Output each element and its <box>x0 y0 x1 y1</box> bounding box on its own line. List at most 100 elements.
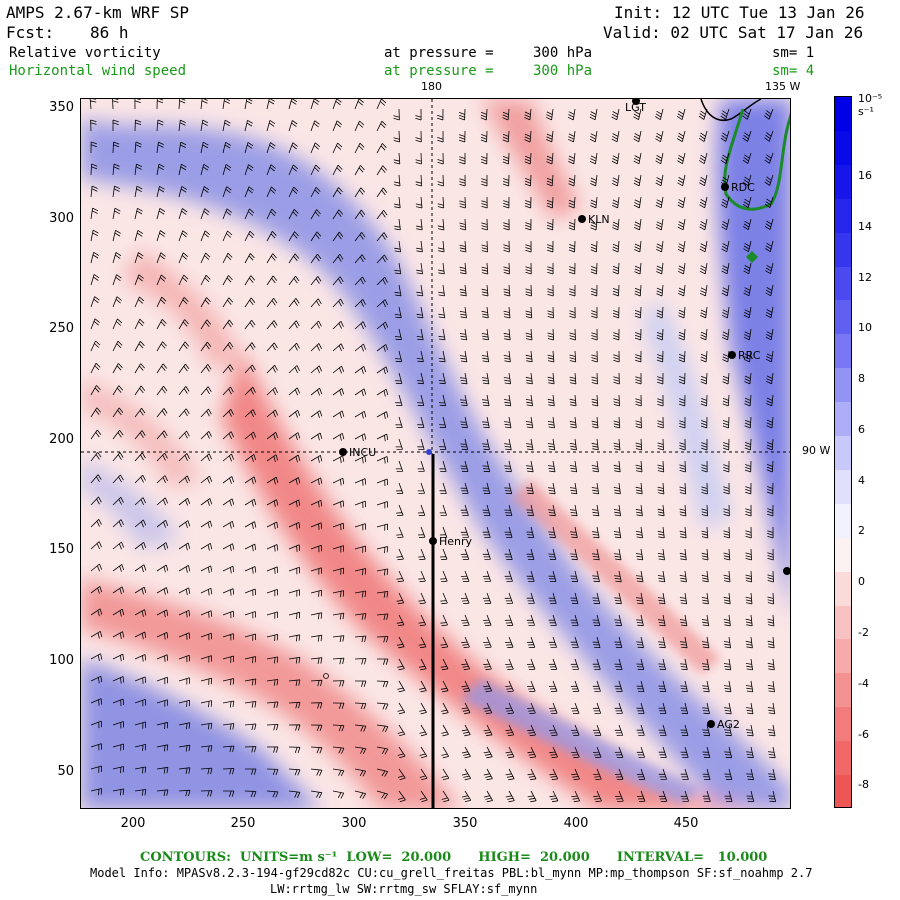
wind-barb <box>310 790 323 799</box>
wind-barb <box>526 482 534 495</box>
wind-barb <box>156 408 168 418</box>
wind-barb <box>222 700 235 708</box>
wind-barb <box>699 196 708 209</box>
wind-barb <box>354 299 366 308</box>
wind-barb <box>481 175 488 187</box>
colorbar-label-10: 10 <box>858 321 872 334</box>
wind-barb <box>200 677 212 685</box>
wind-barb <box>658 724 667 736</box>
wind-barb <box>244 701 257 708</box>
wind-barb <box>613 328 620 341</box>
wind-barb <box>417 438 425 450</box>
wind-barb <box>418 592 426 605</box>
wind-barb <box>310 320 322 330</box>
wind-barb <box>546 152 554 165</box>
wind-barb <box>112 119 119 131</box>
wind-barb <box>310 209 321 220</box>
wind-barb <box>397 680 405 693</box>
wind-barb <box>526 438 534 451</box>
wind-barb <box>310 142 321 154</box>
x-tick-300: 300 <box>341 816 367 831</box>
wind-barb <box>134 99 141 110</box>
wind-barb <box>613 394 620 407</box>
wind-barb <box>679 417 686 429</box>
wind-barb <box>745 548 752 561</box>
wind-barb <box>504 438 512 451</box>
wind-barb <box>546 174 554 187</box>
wind-barb <box>90 788 103 796</box>
wind-barb <box>244 342 256 352</box>
wind-barb <box>745 504 752 517</box>
wind-barb <box>702 658 710 671</box>
wind-barb <box>568 174 576 187</box>
wind-barb <box>680 680 688 693</box>
colorbar-label-2: 2 <box>858 524 865 537</box>
map-plot-area[interactable]: LGT RDC KLN RRC INCU Henry AG2 <box>80 98 791 809</box>
wind-barb <box>460 372 468 385</box>
wind-barb <box>200 587 213 596</box>
wind-barb <box>699 240 708 253</box>
wind-barb <box>505 658 514 670</box>
wind-barb <box>679 548 687 561</box>
wind-barb <box>569 438 577 451</box>
wind-barb <box>376 254 388 264</box>
wind-barb <box>459 262 467 275</box>
wind-barb <box>112 318 123 330</box>
wind-barb <box>134 119 142 132</box>
wind-barb <box>332 231 344 242</box>
wind-barb <box>134 789 147 796</box>
wind-barb <box>480 130 488 143</box>
wind-barb <box>505 702 515 715</box>
wind-barb <box>288 186 299 198</box>
x-tick-400: 400 <box>563 816 589 831</box>
wind-barb <box>634 240 642 253</box>
wind-barb <box>724 790 733 802</box>
wind-barb <box>614 680 623 692</box>
wind-barb <box>722 416 730 429</box>
wind-barb <box>134 654 147 662</box>
wind-barb <box>503 218 510 231</box>
wind-barb <box>481 372 490 385</box>
wind-barb <box>723 636 731 649</box>
y-tick-250: 250 <box>49 321 74 336</box>
meridian-90w-label: 90 W <box>802 444 831 457</box>
wind-barb <box>723 592 731 605</box>
wind-barb <box>376 724 389 733</box>
wind-barb <box>178 386 190 396</box>
wind-barb <box>332 680 345 687</box>
wind-barb <box>702 680 710 693</box>
field-1-level-value: 300 hPa <box>533 45 593 61</box>
colorbar-segment <box>835 639 851 675</box>
wind-barb <box>354 568 367 576</box>
wind-barb <box>419 768 428 781</box>
wind-barb <box>200 99 208 110</box>
wind-barb <box>112 474 124 484</box>
wind-barb <box>592 526 600 539</box>
wind-barb <box>459 174 466 187</box>
wind-barb <box>376 636 389 643</box>
wind-barb <box>310 187 321 198</box>
wind-barb <box>525 416 534 429</box>
wind-barb <box>437 196 445 209</box>
wind-barb <box>332 702 345 709</box>
wind-barb <box>377 658 389 665</box>
wind-barb <box>90 496 102 506</box>
wind-barb <box>200 498 213 506</box>
wind-barb <box>310 477 323 486</box>
wind-barb <box>611 130 620 143</box>
wind-barb <box>767 702 776 715</box>
wind-barb <box>134 609 147 617</box>
wind-barb <box>156 789 169 797</box>
wind-barb <box>416 328 424 341</box>
wind-barb <box>244 454 257 462</box>
wind-barb <box>724 680 732 693</box>
wind-barb <box>461 702 471 715</box>
wind-barb <box>548 636 557 648</box>
wind-barb <box>156 185 165 198</box>
wind-barb <box>527 702 536 715</box>
wind-barb <box>156 452 168 462</box>
wind-barb <box>90 207 99 220</box>
wind-barb <box>678 328 686 341</box>
wind-barb <box>244 543 257 552</box>
station-rrc-label: RRC <box>738 349 761 362</box>
